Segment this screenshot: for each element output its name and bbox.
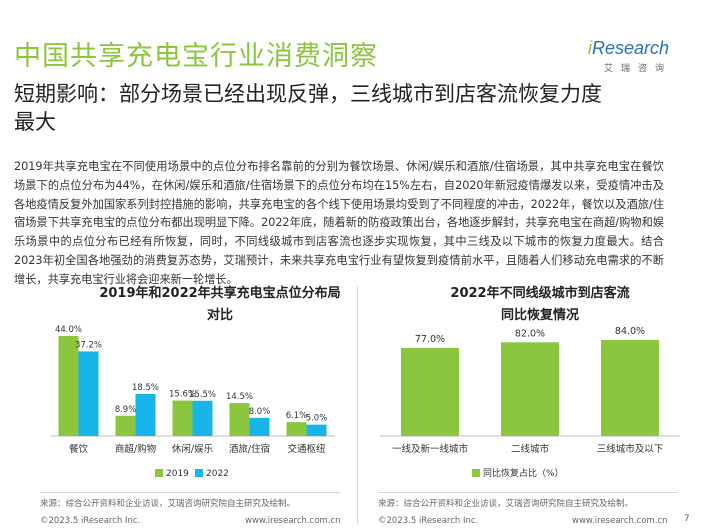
source-note-left: 来源：综合公开资料和企业访谈，艾瑞咨询研究院自主研究及绘制。 [40,499,296,509]
chart1-bar-2022-2 [192,400,213,436]
page-subtitle: 短期影响：部分场景已经出现反弹，三线城市到店客流恢复力度最大 [14,82,602,134]
footer-divider-right [378,492,678,493]
chart2-data-label: 84.0% [615,326,645,337]
chart1-legend-label: 2019 [166,469,189,479]
chart2-title-line2: 同比恢复情况 [500,308,579,323]
chart1-tick-label: 酒旅/住宿 [229,443,270,455]
chart1-legend-swatch-2022 [195,469,203,477]
chart2-legend-label: 同比恢复占比（%） [483,467,564,479]
chart1-data-label: 18.5% [132,383,159,393]
chart1-bar-2019-2 [172,400,193,436]
chart1-title-line1: 2019年和2022年共享充电宝点位分布局 [99,286,341,301]
copyright-right: ©2023.5 iResearch Inc. [378,516,479,526]
chart1-data-label: 15.5% [189,390,216,400]
chart2-tick-label: 三线城市及以下 [597,443,664,455]
chart1-bar-2019-3 [229,403,250,436]
chart1-tick-label: 交通枢纽 [287,443,326,455]
chart2-title-line1: 2022年不同线级城市到店客流 [450,286,630,301]
chart2-legend-swatch [472,469,480,477]
logo-brand: iResearch [588,38,670,58]
chart1-bar-2019-1 [115,415,136,436]
chart2-bar-0 [401,348,459,436]
chart2-bar-2 [601,340,659,436]
footer-divider-left [40,492,340,493]
chart1-data-label: 5.0% [306,414,328,424]
chart1-data-label: 15.6% [169,390,196,400]
chart2-bar-1 [501,342,559,436]
chart1-tick-label: 餐饮 [69,443,89,455]
website-url-right: www.iresearch.com.cn [572,516,668,526]
chart1-data-label: 14.5% [226,392,253,402]
page-title: 中国共享充电宝行业消费洞察 [14,41,378,72]
chart2-data-label: 77.0% [415,334,445,345]
chart1-bar-2019-0 [58,336,79,436]
chart1-bar-2022-0 [78,351,99,436]
chart1-tick-label: 商超/购物 [115,443,157,455]
chart2-tick-label: 一线及新一线城市 [392,443,469,455]
chart1-bar-2022-3 [249,417,270,436]
page-number: 7 [684,514,690,524]
divider-vertical [357,286,358,524]
chart1-svg: 44.0% 37.2% 餐饮 8.9% 18.5% 商超/购物 15.6%15.5% 休闲/娱… [50,325,335,479]
chart1-bar-2022-4 [306,424,327,436]
chart1-data-label: 8.0% [249,407,271,417]
chart1-bar-2019-4 [286,422,307,436]
chart2-data-label: 82.0% [515,328,545,339]
chart1-bar-2022-1 [135,393,156,436]
copyright-left: ©2023.5 iResearch Inc. [40,516,141,526]
chart1-legend-swatch-2019 [155,469,163,477]
chart1-title: 2019年和2022年共享充电宝点位分布局 对比 [60,283,380,327]
chart1-title-line2: 对比 [206,308,233,323]
chart1-data-label: 8.9% [115,405,137,415]
chart2-tick-label: 二线城市 [511,443,550,455]
chart1-data-label: 37.2% [75,340,102,350]
chart2-title: 2022年不同线级城市到店客流 同比恢复情况 [390,283,690,327]
source-note-right: 来源：综合公开资料和企业访谈，艾瑞咨询研究院自主研究及绘制。 [378,499,634,509]
chart2-svg: 77.0% 一线及新一线城市 82.0% 二线城市 84.0% 三线城市及以下同比恢复占比… [380,326,680,479]
website-url-left: www.iresearch.com.cn [245,516,341,526]
chart1-legend-label: 2022 [206,469,229,479]
body-paragraph: 2019年共享充电宝在不同使用场景中的点位分布排名靠前的分别为餐饮场景、休闲/娱… [14,160,664,286]
chart1-data-label: 44.0% [55,325,82,335]
chart1-data-label: 6.1% [286,411,308,421]
iresearch-logo: iResearch 艾瑞咨询 [588,38,688,82]
chart1-tick-label: 休闲/娱乐 [172,443,214,455]
logo-cn: 艾瑞咨询 [604,64,673,74]
